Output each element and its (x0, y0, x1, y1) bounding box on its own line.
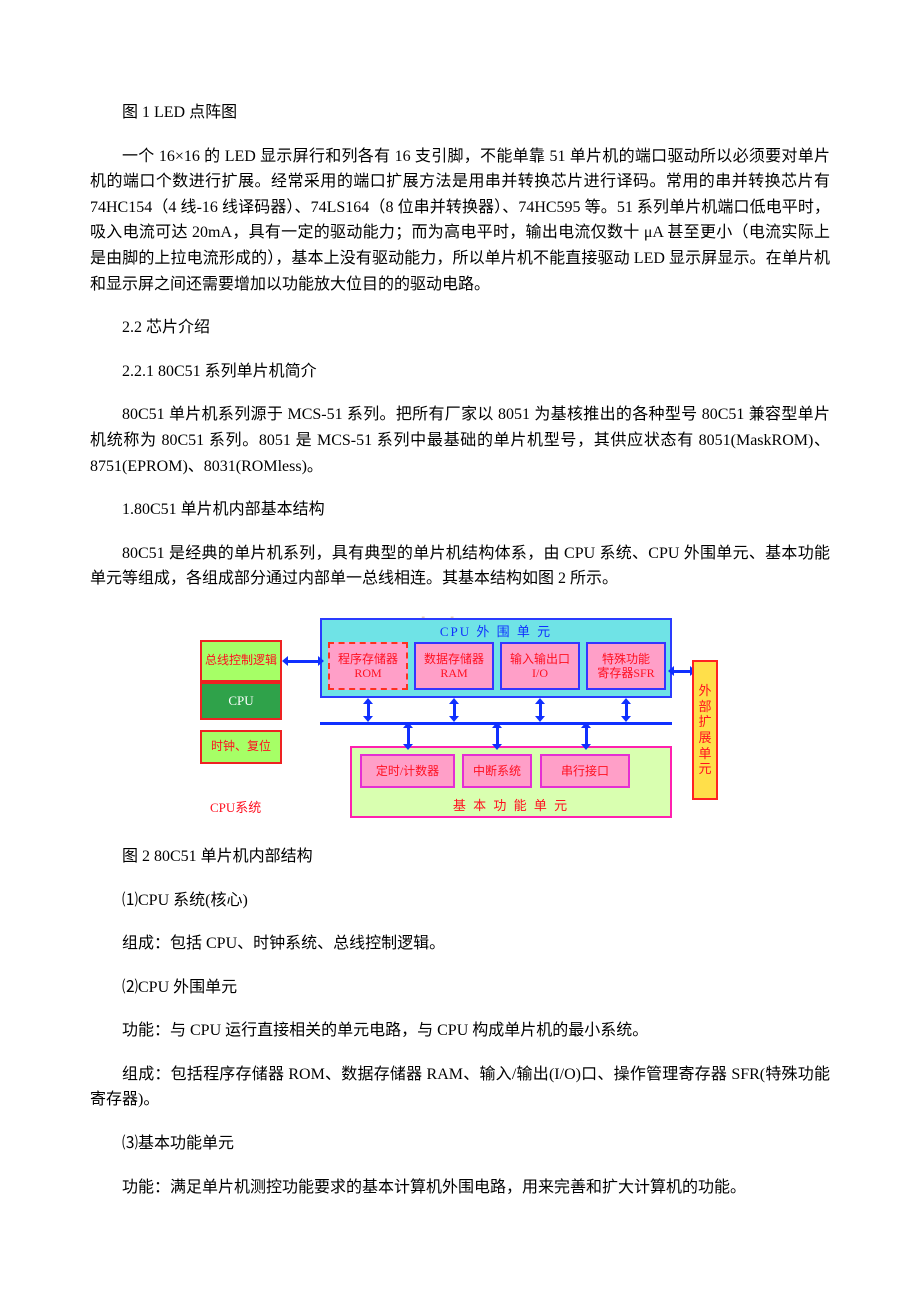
drop-sfr (625, 704, 628, 716)
sub2-heading: ⑵CPU 外围单元 (90, 975, 830, 1001)
io-l2: I/O (532, 666, 548, 680)
heading-2-2: 2.2 芯片介绍 (90, 315, 830, 341)
heading-2-2-1: 2.2.1 80C51 系列单片机简介 (90, 359, 830, 385)
ram-l1: 数据存储器 (424, 652, 484, 666)
heading-structure: 1.80C51 单片机内部基本结构 (90, 497, 830, 523)
sub2-text2: 组成：包括程序存储器 ROM、数据存储器 RAM、输入/输出(I/O)口、操作管… (90, 1062, 830, 1113)
figure2-caption: 图 2 80C51 单片机内部结构 (90, 844, 830, 870)
io-block: 输入输出口 I/O (500, 642, 580, 690)
cpu-system-label: CPU系统 (210, 798, 261, 819)
clock-label: 时钟、复位 (211, 737, 271, 756)
timer-label: 定时/计数器 (376, 764, 439, 778)
figure2-diagram: www.bdocx.com 总线控制逻辑 CPU 时钟、复位 CPU系统 CPU… (90, 610, 830, 840)
figure1-caption: 图 1 LED 点阵图 (90, 100, 830, 126)
drop-io (539, 704, 542, 716)
cpu-peripheral-title: CPU 外 围 单 元 (320, 622, 672, 643)
cpu-block: CPU (200, 682, 282, 720)
drop-rom (367, 704, 370, 716)
serial-block: 串行接口 (540, 754, 630, 788)
interrupt-label: 中断系统 (473, 764, 521, 778)
sfr-block: 特殊功能 寄存器SFR (586, 642, 666, 690)
clock-block: 时钟、复位 (200, 730, 282, 764)
ext-c1: 部 (698, 699, 711, 715)
sfr-l1: 特殊功能 (602, 652, 650, 666)
rise-serial (585, 728, 588, 744)
basic-function-title: 基 本 功 能 单 元 (350, 796, 672, 817)
ext-c2: 扩 (698, 714, 711, 730)
io-l1: 输入输出口 (510, 652, 570, 666)
sub2-text1: 功能：与 CPU 运行直接相关的单元电路，与 CPU 构成单片机的最小系统。 (90, 1018, 830, 1044)
ext-c5: 元 (698, 761, 711, 777)
rom-l2: ROM (354, 666, 381, 680)
ext-c4: 单 (698, 746, 711, 762)
paragraph-led: 一个 16×16 的 LED 显示屏行和列各有 16 支引脚，不能单靠 51 单… (90, 144, 830, 298)
timer-block: 定时/计数器 (360, 754, 455, 788)
paragraph-structure: 80C51 是经典的单片机系列，具有典型的单片机结构体系，由 CPU 系统、CP… (90, 541, 830, 592)
ext-c3: 展 (698, 730, 711, 746)
rise-timer (407, 728, 410, 744)
drop-ram (453, 704, 456, 716)
rise-intr (496, 728, 499, 744)
sub3-heading: ⑶基本功能单元 (90, 1131, 830, 1157)
rom-block: 程序存储器 ROM (328, 642, 408, 690)
bus-arrow-main (288, 660, 318, 663)
external-expansion-block: 外 部 扩 展 单 元 (692, 660, 718, 800)
bus-control-label: 总线控制逻辑 (205, 651, 277, 670)
sfr-l2: 寄存器SFR (597, 666, 654, 680)
bus-arrow-external (674, 670, 690, 673)
ram-block: 数据存储器 RAM (414, 642, 494, 690)
serial-label: 串行接口 (561, 764, 609, 778)
sub3-text: 功能：满足单片机测控功能要求的基本计算机外围电路，用来完善和扩大计算机的功能。 (90, 1175, 830, 1201)
sub1-text: 组成：包括 CPU、时钟系统、总线控制逻辑。 (90, 931, 830, 957)
ram-l2: RAM (440, 666, 467, 680)
bus-control-block: 总线控制逻辑 (200, 640, 282, 682)
interrupt-block: 中断系统 (462, 754, 532, 788)
ext-c0: 外 (698, 683, 711, 699)
cpu-label: CPU (228, 691, 253, 712)
paragraph-80c51-intro: 80C51 单片机系列源于 MCS-51 系列。把所有厂家以 8051 为基核推… (90, 402, 830, 479)
rom-l1: 程序存储器 (338, 652, 398, 666)
sub1-heading: ⑴CPU 系统(核心) (90, 888, 830, 914)
